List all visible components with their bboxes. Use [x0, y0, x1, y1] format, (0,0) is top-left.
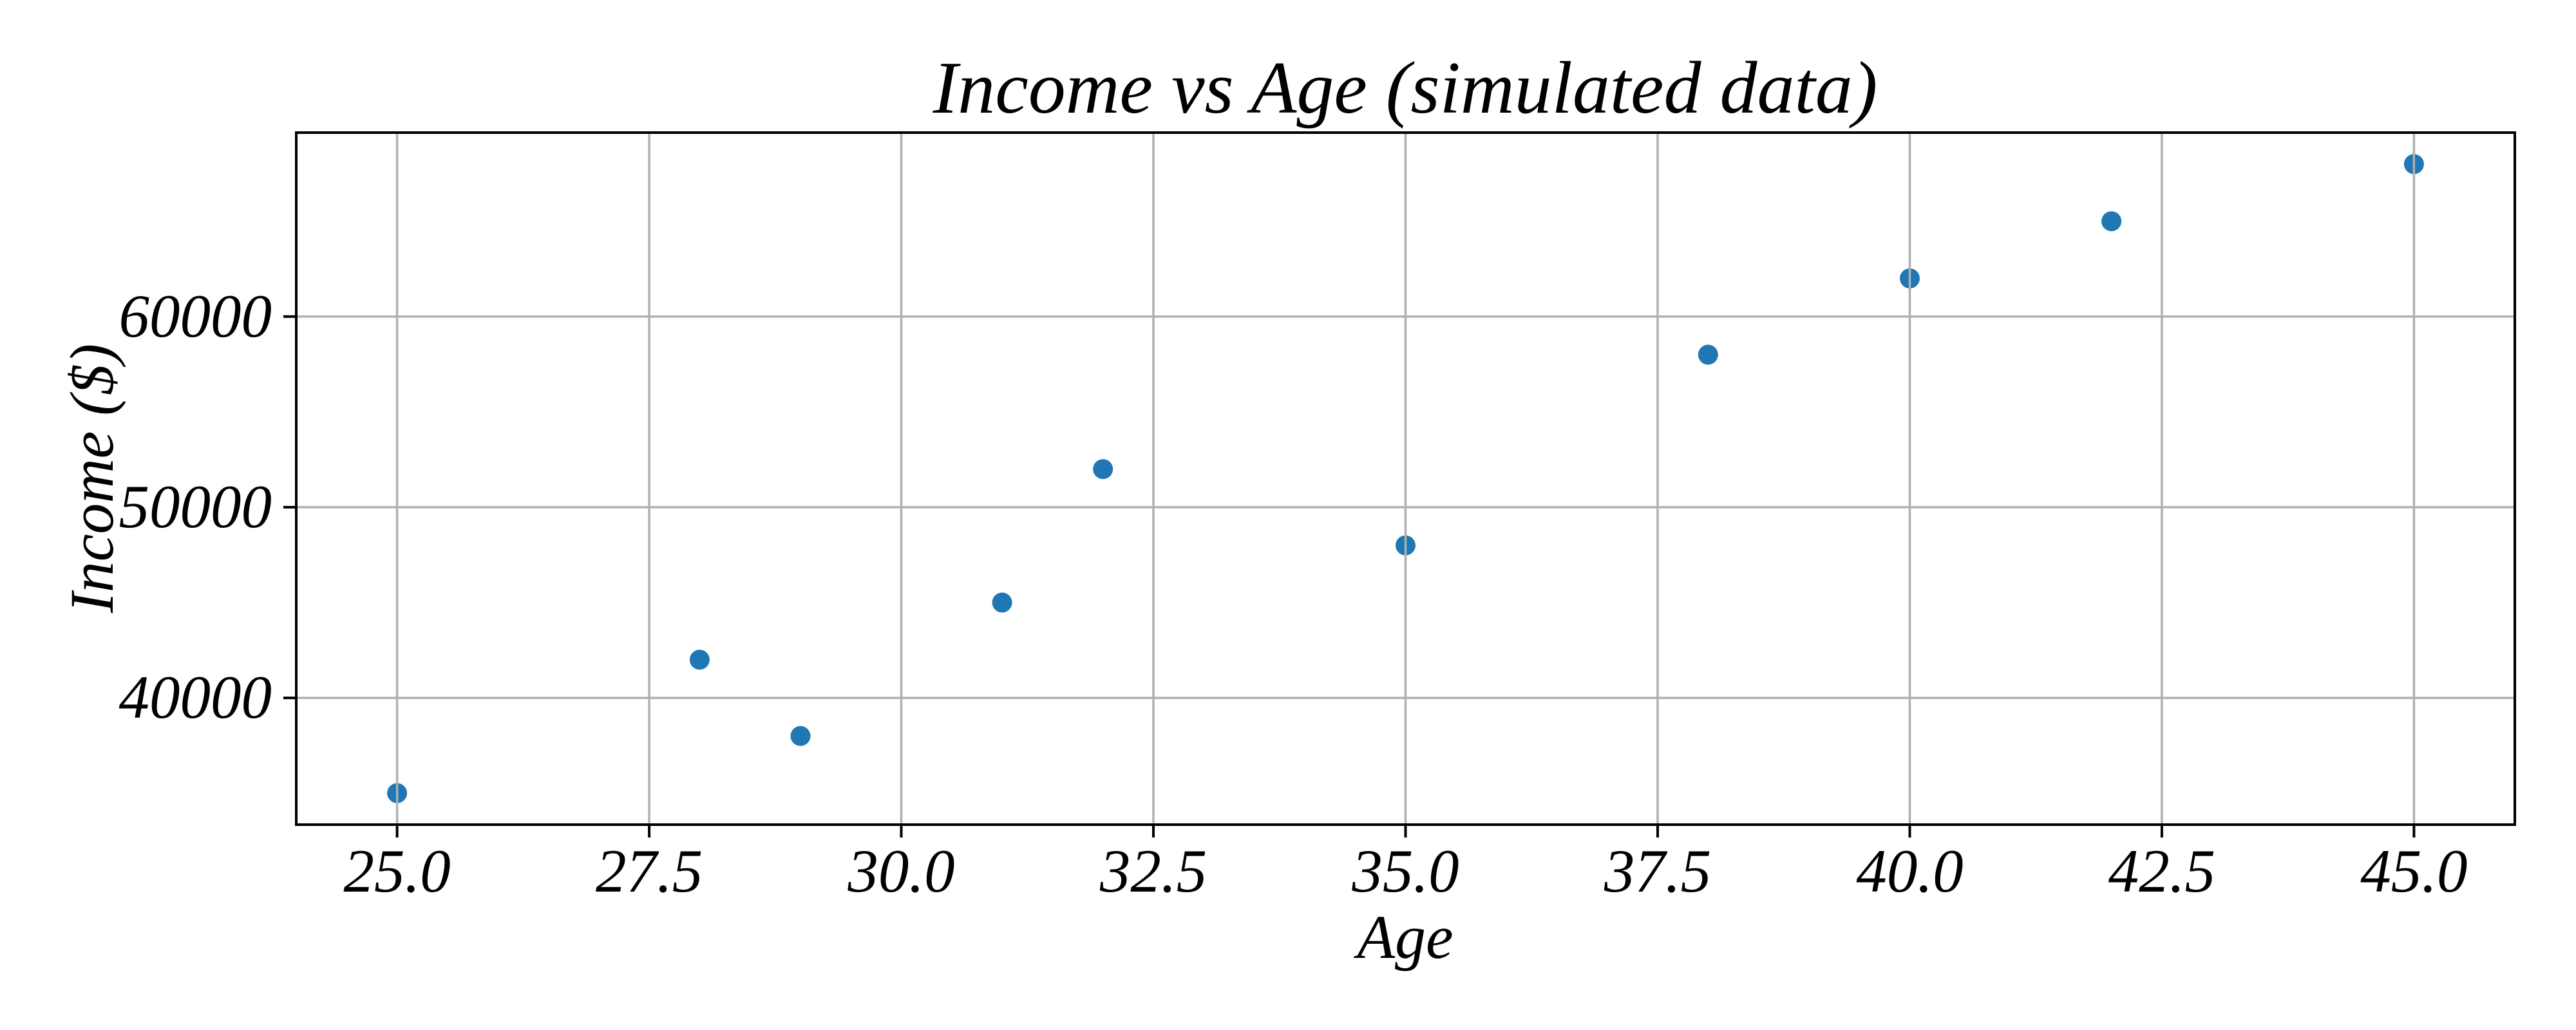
points-layer: [387, 154, 2424, 803]
tick-labels-layer: 25.0 27.5 30.0 32.5 35.0 37.5 40.0 42.5 45.0 4000…: [119, 282, 2468, 905]
x-tick-label: 37.5: [1604, 837, 1711, 905]
data-point: [689, 650, 710, 670]
x-tick-label: 42.5: [2108, 837, 2215, 905]
x-tick-label: 35.0: [1351, 837, 1459, 905]
data-point: [992, 592, 1012, 613]
data-point: [2101, 211, 2122, 232]
y-tick-label: 40000: [119, 663, 272, 731]
x-tick-label: 25.0: [343, 837, 450, 905]
x-tick-label: 32.5: [1099, 837, 1207, 905]
y-axis-label: Income ($): [57, 344, 126, 613]
x-tick-label: 30.0: [847, 837, 954, 905]
x-tick-label: 27.5: [596, 837, 703, 905]
data-point: [1093, 459, 1113, 480]
tick-marks-layer: [283, 315, 2416, 838]
y-tick-label: 50000: [119, 473, 272, 541]
x-axis-label: Age: [1353, 903, 1453, 971]
data-point: [790, 726, 811, 746]
grid-layer: [296, 133, 2515, 825]
x-tick-label: 45.0: [2360, 837, 2467, 905]
y-tick-label: 60000: [119, 282, 272, 350]
chart-title: Income vs Age (simulated data): [933, 47, 1878, 129]
data-point: [1698, 344, 1718, 365]
x-tick-label: 40.0: [1856, 837, 1963, 905]
